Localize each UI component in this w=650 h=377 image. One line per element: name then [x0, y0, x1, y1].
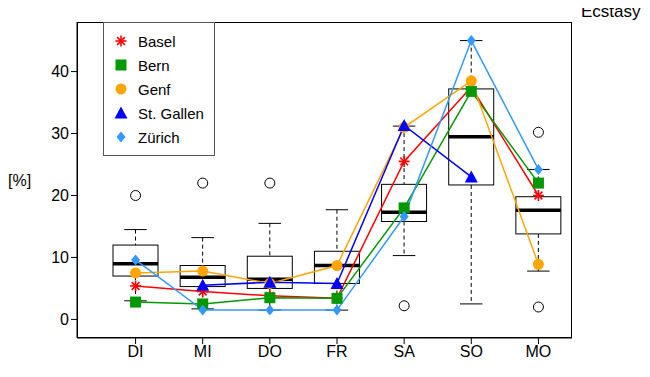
- html-text:St. Gallen: St. Gallen: [138, 104, 204, 122]
- svg-text:20: 20: [51, 187, 69, 204]
- html-text:Bern: Bern: [138, 56, 170, 74]
- svg-text:SA: SA: [393, 343, 415, 360]
- svg-text:MI: MI: [194, 343, 212, 360]
- html-text:Basel: Basel: [138, 32, 176, 50]
- svg-text:[%]: [%]: [8, 172, 31, 189]
- svg-text:40: 40: [51, 63, 69, 80]
- svg-text:30: 30: [51, 125, 69, 142]
- svg-text:MO: MO: [526, 343, 552, 360]
- html-text:Zürich: Zürich: [138, 128, 180, 146]
- svg-text:DO: DO: [258, 343, 282, 360]
- svg-text:0: 0: [60, 311, 69, 328]
- html-text:Genf: Genf: [138, 80, 171, 98]
- svg-text:SO: SO: [460, 343, 483, 360]
- svg-text:10: 10: [51, 249, 69, 266]
- html-text:Ecstasy: Ecstasy: [581, 2, 641, 21]
- svg-text:FR: FR: [326, 343, 347, 360]
- svg-text:DI: DI: [128, 343, 144, 360]
